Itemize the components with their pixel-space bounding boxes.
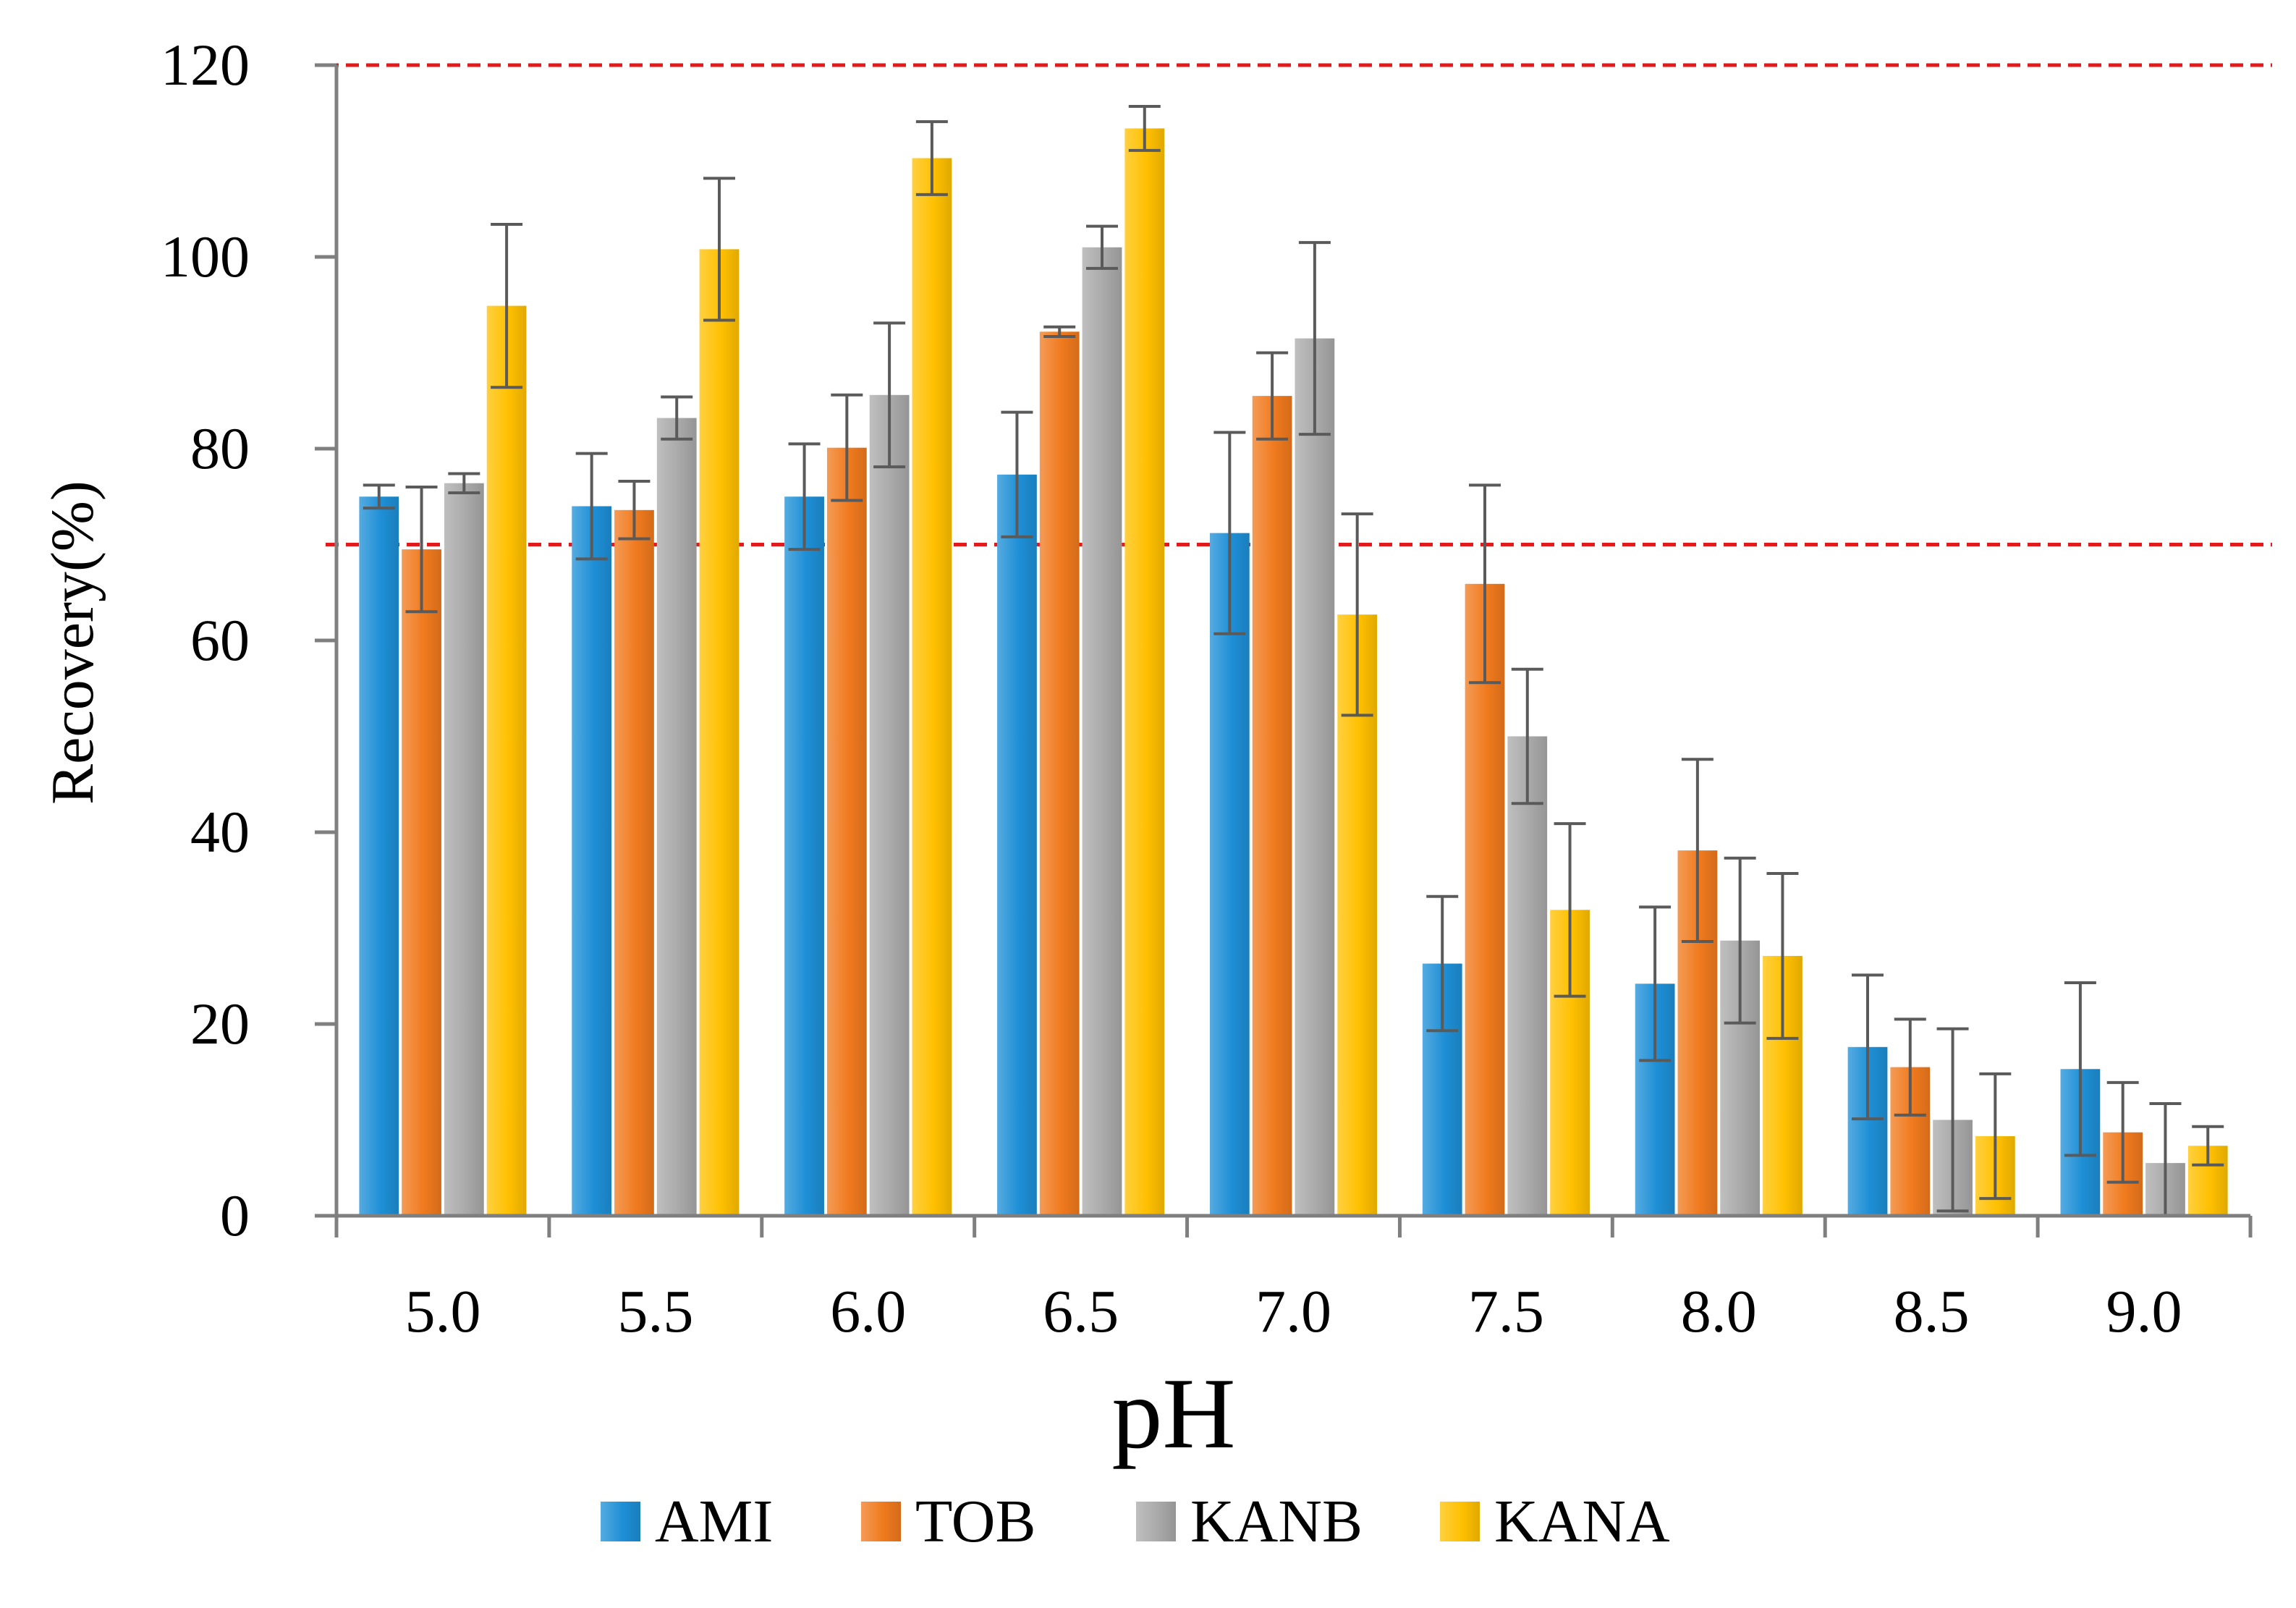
error-bar-tob-5.5: [618, 480, 651, 541]
bar-kana-5.0: [486, 305, 527, 1216]
legend-swatch-ami: [601, 1502, 640, 1541]
bar-tob-7.5: [1465, 583, 1505, 1216]
error-bar-kana-6.0: [915, 120, 948, 196]
error-bar-kanb-5.5: [661, 395, 693, 441]
error-bar-ami-5.5: [575, 452, 608, 561]
error-bar-kana-7.0: [1341, 512, 1373, 717]
y-tick-label-20: 20: [190, 991, 250, 1057]
bar-kanb-7.0: [1295, 338, 1335, 1216]
error-bar-ami-6.5: [1001, 410, 1033, 538]
error-bar-tob-7.0: [1256, 351, 1289, 441]
error-bar-kana-6.5: [1128, 104, 1161, 152]
error-bar-ami-7.5: [1426, 894, 1459, 1033]
bar-tob-6.5: [1039, 331, 1080, 1216]
error-bar-ami-7.0: [1213, 431, 1246, 635]
error-bar-tob-6.5: [1043, 325, 1076, 338]
x-tick-label-8.5: 8.5: [1894, 1278, 1970, 1345]
bar-ami-6.0: [784, 496, 824, 1216]
bar-kanb-6.0: [869, 394, 910, 1216]
x-tick-label-5.0: 5.0: [404, 1278, 480, 1345]
x-tick-label-5.5: 5.5: [617, 1278, 693, 1345]
error-bar-kanb-8.5: [1936, 1027, 1969, 1213]
bar-ami-5.5: [572, 506, 612, 1216]
error-bar-kana-5.0: [491, 222, 523, 389]
legend-label-kanb: KANB: [1190, 1488, 1363, 1555]
legend-swatch-kana: [1440, 1502, 1480, 1541]
error-bar-kana-9.0: [2192, 1125, 2224, 1167]
y-tick-label-40: 40: [190, 799, 250, 865]
bar-ami-7.0: [1209, 533, 1250, 1216]
error-bar-kanb-7.0: [1298, 241, 1331, 436]
error-bar-ami-6.0: [788, 442, 821, 551]
bar-kana-6.0: [912, 158, 952, 1216]
legend-label-kana: KANA: [1494, 1488, 1670, 1555]
y-tick-label-0: 0: [220, 1182, 250, 1248]
error-bar-ami-5.0: [363, 483, 395, 510]
error-bar-ami-9.0: [2064, 981, 2096, 1157]
y-tick-label-120: 120: [161, 32, 250, 98]
bar-kanb-6.5: [1082, 247, 1122, 1216]
error-bar-kanb-6.5: [1086, 224, 1118, 270]
y-tick-label-100: 100: [161, 224, 250, 289]
error-bar-tob-8.5: [1894, 1017, 1926, 1117]
bar-kana-6.5: [1124, 128, 1165, 1216]
error-bar-kanb-5.0: [448, 472, 480, 494]
bar-kanb-7.5: [1507, 736, 1548, 1216]
error-bar-kanb-7.5: [1511, 667, 1543, 805]
error-bar-kana-8.5: [1979, 1072, 2012, 1201]
error-bar-tob-6.0: [831, 393, 863, 502]
x-axis-title: pH: [1111, 1358, 1235, 1470]
error-bar-tob-5.0: [405, 486, 438, 614]
error-bar-kana-5.5: [703, 177, 735, 322]
x-tick-label-7.0: 7.0: [1255, 1278, 1331, 1345]
bar-tob-5.5: [614, 509, 654, 1216]
error-bar-kana-7.5: [1554, 822, 1586, 998]
x-tick-label-6.5: 6.5: [1043, 1278, 1119, 1345]
bar-ami-5.0: [359, 496, 399, 1216]
bar-tob-7.0: [1252, 396, 1292, 1216]
legend-label-ami: AMI: [655, 1488, 773, 1555]
bar-kanb-5.5: [656, 418, 697, 1216]
y-tick-label-80: 80: [190, 415, 250, 481]
bar-tob-5.0: [402, 549, 441, 1216]
bar-kanb-5.0: [444, 483, 484, 1216]
legend-item-tob: TOB: [861, 1488, 1035, 1555]
error-bar-tob-8.0: [1681, 758, 1713, 944]
error-bar-kanb-8.0: [1724, 856, 1756, 1025]
legend-item-kana: KANA: [1440, 1488, 1670, 1555]
bar-tob-6.0: [826, 447, 867, 1216]
error-bar-kanb-6.0: [873, 321, 906, 469]
axes-layer: 0 20 40 60 80 100 120 5.0 5.5 6.0 6.5 7.0 7.5 8.0 8.5 9…: [161, 32, 2253, 1345]
x-tick-label-9.0: 9.0: [2106, 1278, 2182, 1345]
bar-ami-6.5: [997, 474, 1037, 1216]
x-tick-label-8.0: 8.0: [1681, 1278, 1757, 1345]
legend: AMI TOB KANB KANA: [601, 1488, 1670, 1555]
legend-item-ami: AMI: [601, 1488, 773, 1555]
y-tick-label-60: 60: [190, 607, 250, 673]
legend-item-kanb: KANB: [1136, 1488, 1363, 1555]
legend-swatch-kanb: [1136, 1502, 1176, 1541]
legend-label-tob: TOB: [915, 1488, 1035, 1555]
bars-layer: [359, 128, 2228, 1216]
y-axis-title: Recovery(%): [39, 481, 106, 805]
legend-swatch-tob: [861, 1502, 901, 1541]
x-tick-label-7.5: 7.5: [1468, 1278, 1544, 1345]
error-bar-ami-8.0: [1639, 905, 1672, 1062]
error-bar-tob-9.0: [2106, 1080, 2139, 1184]
x-tick-label-6.0: 6.0: [830, 1278, 906, 1345]
bar-kana-5.5: [699, 249, 740, 1216]
error-bars-layer: [363, 104, 2224, 1217]
error-bar-tob-7.5: [1469, 483, 1501, 685]
error-bar-ami-8.5: [1852, 973, 1884, 1121]
error-bar-kana-8.0: [1766, 871, 1799, 1040]
